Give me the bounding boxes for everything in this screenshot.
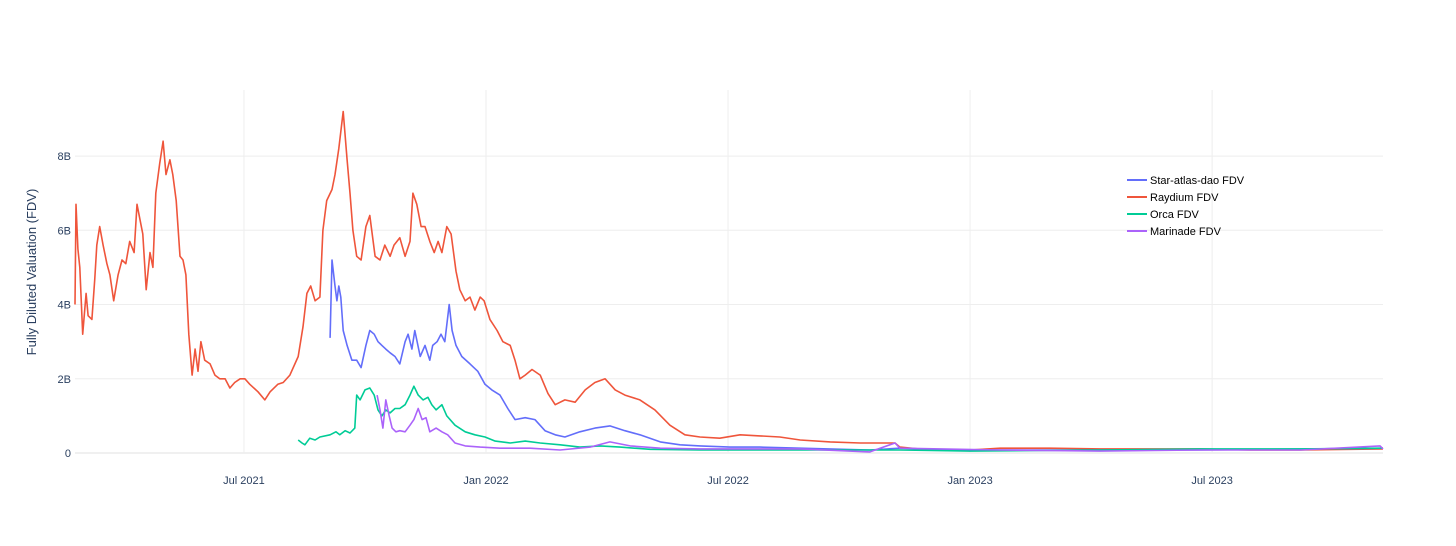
legend: Star-atlas-dao FDV Raydium FDV Orca FDV Mar… xyxy=(1127,175,1245,238)
legend-item[interactable]: Raydium FDV xyxy=(1127,192,1219,204)
legend-label: Star-atlas-dao FDV xyxy=(1150,175,1245,187)
y-tick-label: 8B xyxy=(58,151,71,163)
x-tick-label: Jul 2022 xyxy=(707,475,749,487)
legend-item[interactable]: Marinade FDV xyxy=(1127,226,1222,238)
legend-label: Orca FDV xyxy=(1150,209,1200,221)
y-tick-label: 0 xyxy=(65,448,71,460)
x-tick-label: Jul 2021 xyxy=(223,475,265,487)
legend-label: Marinade FDV xyxy=(1150,226,1222,238)
legend-item[interactable]: Orca FDV xyxy=(1127,209,1200,221)
series-lines xyxy=(74,110,1384,453)
series-line-orca-fdv xyxy=(297,385,1384,452)
y-axis-label: Fully Diluted Valuation (FDV) xyxy=(24,189,39,356)
y-tick-label: 2B xyxy=(58,374,71,386)
y-tick-label: 4B xyxy=(58,300,71,312)
legend-label: Raydium FDV xyxy=(1150,192,1219,204)
x-tick-label: Jan 2023 xyxy=(947,475,992,487)
y-tick-label: 6B xyxy=(58,225,71,237)
legend-item[interactable]: Star-atlas-dao FDV xyxy=(1127,175,1245,187)
series-line-marinade-fdv xyxy=(376,394,1384,453)
series-line-raydium-fdv xyxy=(74,110,1384,451)
y-axis-ticks: 0 2B 4B 6B 8B xyxy=(58,151,71,460)
x-tick-label: Jan 2022 xyxy=(463,475,508,487)
x-tick-label: Jul 2023 xyxy=(1191,475,1233,487)
gridlines xyxy=(75,90,1383,454)
x-axis-ticks: Jul 2021 Jan 2022 Jul 2022 Jan 2023 Jul 2023 xyxy=(223,475,1233,487)
series-line-star-atlas-dao-fdv xyxy=(329,259,1384,451)
